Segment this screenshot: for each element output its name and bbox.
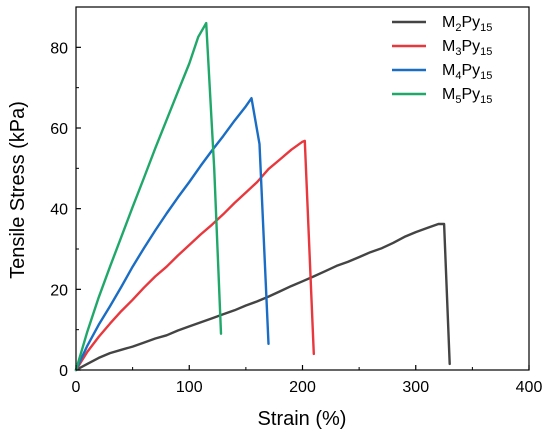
series-layer — [74, 21, 451, 372]
x-tick-label: 100 — [176, 379, 203, 396]
y-tick-label: 80 — [50, 40, 68, 57]
legend-label: M5Py15 — [442, 86, 492, 106]
y-tick-label: 20 — [50, 282, 68, 299]
y-tick-label: 60 — [50, 121, 68, 138]
legend: M2Py15 M3Py15 M4Py15 M5Py15 — [392, 14, 492, 106]
series-line-m2py15 — [74, 222, 451, 372]
legend-label: M4Py15 — [442, 62, 492, 82]
y-axis-title: Tensile Stress (kPa) — [7, 101, 29, 279]
series-line-m4py15 — [74, 96, 270, 372]
x-tick-label: 0 — [72, 379, 81, 396]
legend-label: M2Py15 — [442, 14, 492, 34]
x-axis-title: Strain (%) — [258, 408, 347, 430]
series-line-m3py15 — [74, 139, 315, 372]
x-tick-label: 400 — [516, 379, 543, 396]
y-tick-label: 0 — [59, 363, 68, 380]
x-tick-label: 300 — [402, 379, 429, 396]
y-axis: 0 20 40 60 80 — [50, 40, 81, 380]
y-tick-label: 40 — [50, 202, 68, 219]
x-axis: 0 100 200 300 400 — [72, 365, 543, 396]
x-tick-label: 200 — [289, 379, 316, 396]
series-line-m5py15 — [74, 21, 223, 372]
legend-label: M3Py15 — [442, 38, 492, 58]
